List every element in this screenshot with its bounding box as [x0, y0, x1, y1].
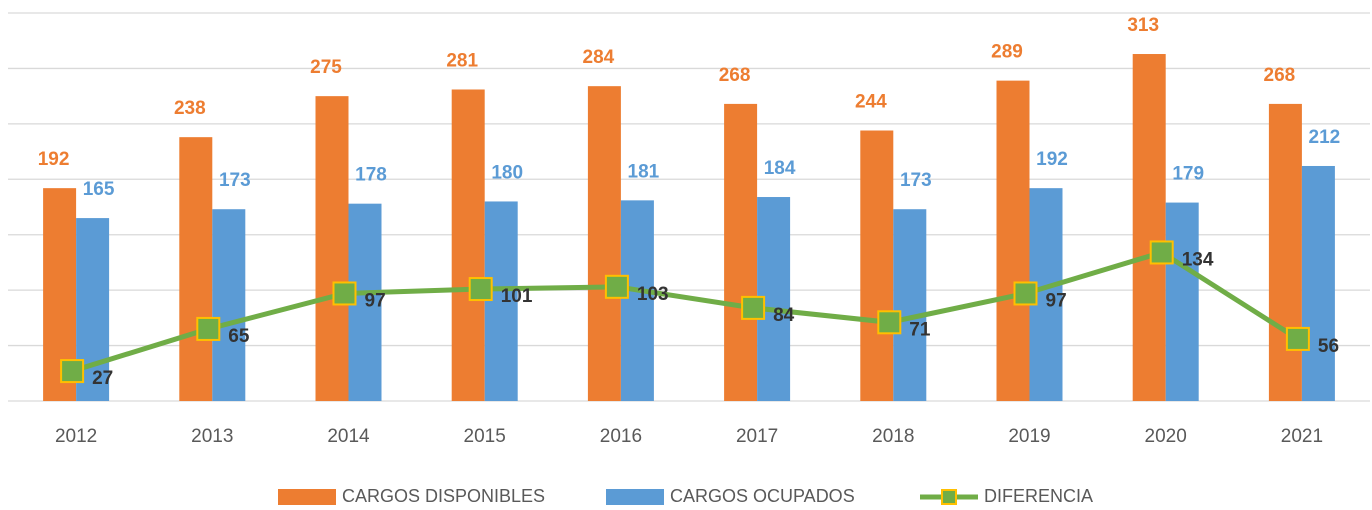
data-label: 244 — [855, 92, 887, 113]
bar — [996, 80, 1030, 401]
marker — [1285, 326, 1310, 351]
bar — [587, 86, 621, 401]
marker — [741, 295, 766, 320]
bar — [451, 89, 485, 402]
x-tick-label: 2016 — [600, 426, 642, 447]
x-tick-label: 2017 — [736, 426, 778, 447]
bar — [1165, 202, 1199, 401]
data-label: 289 — [991, 42, 1023, 63]
legend-swatch — [278, 489, 336, 505]
data-label: 134 — [1182, 249, 1214, 270]
x-tick-label: 2015 — [464, 426, 506, 447]
legend-label: CARGOS OCUPADOS — [670, 486, 855, 506]
marker — [60, 359, 85, 384]
bar — [1268, 103, 1302, 401]
data-label: 173 — [219, 170, 251, 191]
data-label: 268 — [719, 65, 751, 86]
bar — [484, 201, 518, 401]
x-tick-label: 2014 — [327, 426, 370, 447]
data-label: 97 — [1046, 290, 1067, 311]
x-tick-label: 2020 — [1145, 426, 1187, 447]
data-label: 284 — [583, 47, 615, 68]
data-label: 212 — [1309, 127, 1341, 148]
data-label: 71 — [909, 319, 931, 340]
x-tick-label: 2021 — [1281, 426, 1323, 447]
data-label: 181 — [628, 161, 660, 182]
data-label: 268 — [1264, 65, 1296, 86]
data-label: 192 — [1036, 149, 1068, 170]
legend-label: DIFERENCIA — [984, 486, 1093, 506]
data-label: 84 — [773, 305, 795, 326]
x-tick-label: 2019 — [1008, 426, 1050, 447]
marker — [1013, 281, 1038, 306]
legend-label: CARGOS DISPONIBLES — [342, 486, 545, 506]
bar — [860, 130, 894, 401]
marker — [196, 316, 221, 341]
data-label: 179 — [1172, 164, 1204, 185]
data-label: 184 — [764, 158, 796, 179]
marker — [1149, 240, 1174, 265]
marker — [604, 274, 629, 299]
data-label: 178 — [355, 165, 387, 186]
data-label: 281 — [446, 51, 478, 72]
marker — [332, 281, 357, 306]
x-tick-label: 2018 — [872, 426, 914, 447]
data-label: 238 — [174, 98, 206, 119]
data-label: 180 — [491, 162, 523, 183]
x-tick-label: 2013 — [191, 426, 233, 447]
data-label: 56 — [1318, 336, 1339, 357]
data-label: 173 — [900, 170, 932, 191]
data-label: 192 — [38, 149, 70, 170]
bar — [620, 200, 654, 401]
data-label: 103 — [637, 284, 669, 305]
data-label: 313 — [1127, 15, 1159, 36]
legend-swatch — [606, 489, 664, 505]
bar — [315, 96, 349, 402]
marker — [468, 277, 493, 302]
data-label: 97 — [365, 290, 386, 311]
bar — [893, 209, 927, 401]
bar — [724, 103, 758, 401]
marker — [877, 310, 902, 335]
legend-marker — [941, 489, 957, 505]
data-label: 165 — [83, 179, 115, 200]
bar — [179, 137, 213, 401]
data-label: 27 — [92, 368, 113, 389]
data-label: 101 — [501, 286, 533, 307]
bar — [1301, 165, 1335, 401]
bar — [1132, 54, 1166, 401]
x-tick-label: 2012 — [55, 426, 97, 447]
data-label: 65 — [228, 326, 250, 347]
line — [71, 249, 1300, 374]
data-label: 275 — [310, 57, 342, 78]
bar — [212, 209, 246, 401]
